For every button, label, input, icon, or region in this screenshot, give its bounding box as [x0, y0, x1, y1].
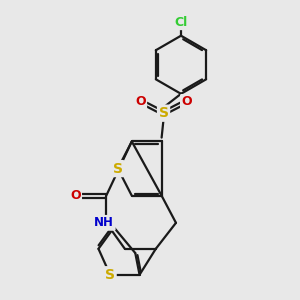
Text: NH: NH [94, 216, 114, 229]
Text: O: O [70, 189, 80, 202]
Text: S: S [113, 162, 123, 176]
Text: Cl: Cl [174, 16, 188, 28]
Text: S: S [159, 106, 169, 120]
Text: O: O [182, 95, 192, 109]
Text: S: S [105, 268, 115, 282]
Text: O: O [135, 95, 146, 109]
